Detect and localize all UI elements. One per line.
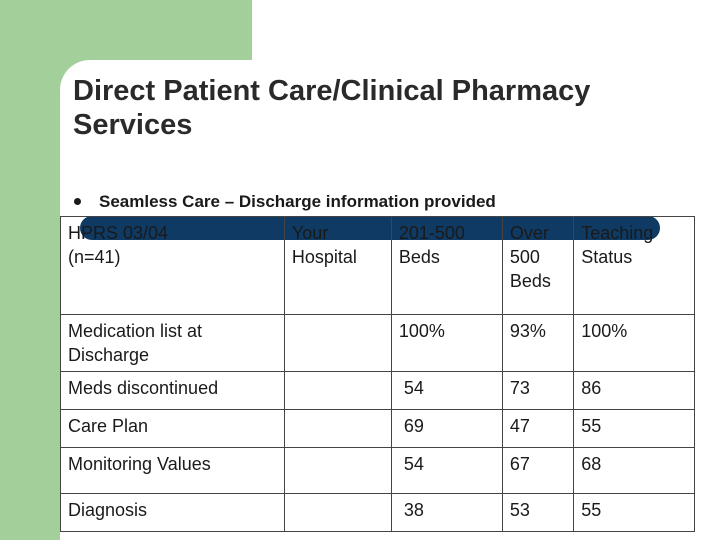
bullet-dot-icon <box>74 197 81 205</box>
decorative-green-strip <box>0 0 60 540</box>
header-teaching-line2: Status <box>581 247 633 267</box>
header-cell-your-hospital: Your Hospital <box>283 216 392 315</box>
cell-201-500-beds: 100% <box>390 314 503 372</box>
header-cell-survey: HPRS 03/04 (n=41) <box>60 216 285 315</box>
cell-teaching-status: 100% <box>573 314 695 372</box>
header-cell-over-500-beds: Over 500 Beds <box>501 216 575 315</box>
cell-your-hospital <box>283 447 392 494</box>
bullet-item: Seamless Care – Discharge information pr… <box>74 192 496 212</box>
table-row: Medication list at Discharge 100% 93% 10… <box>60 314 695 372</box>
row-label: Monitoring Values <box>60 447 285 494</box>
table-row: Monitoring Values 54 67 68 <box>60 447 695 494</box>
cell-your-hospital <box>283 409 392 448</box>
cell-your-hospital <box>283 314 392 372</box>
table-row: Care Plan 69 47 55 <box>60 409 695 448</box>
cell-teaching-status: 86 <box>573 371 695 410</box>
header-over-line1: Over <box>509 223 549 243</box>
row-label: Care Plan <box>60 409 285 448</box>
header-cell-201-500-beds: 201-500 Beds <box>390 216 503 315</box>
table-row: Meds discontinued 54 73 86 <box>60 371 695 410</box>
results-table: HPRS 03/04 (n=41) Your Hospital 201-500 … <box>60 216 695 532</box>
cell-teaching-status: 55 <box>573 409 695 448</box>
header-teaching-line1: Teaching <box>581 223 654 243</box>
cell-teaching-status: 55 <box>573 493 695 532</box>
row-label-line2: Discharge <box>68 345 150 365</box>
cell-your-hospital <box>283 371 392 410</box>
cell-over-500-beds: 67 <box>501 447 575 494</box>
cell-over-500-beds: 93% <box>501 314 575 372</box>
cell-teaching-status: 68 <box>573 447 695 494</box>
header-201-line1: 201-500 <box>398 223 465 243</box>
cell-201-500-beds: 54 <box>390 447 503 494</box>
cell-201-500-beds: 38 <box>390 493 503 532</box>
header-hospital-line1: Your <box>291 223 329 243</box>
header-hospital-line2: Hospital <box>291 247 357 267</box>
cell-over-500-beds: 47 <box>501 409 575 448</box>
table-row: Diagnosis 38 53 55 <box>60 493 695 532</box>
slide-title-line1: Direct Patient Care/Clinical Pharmacy <box>73 75 591 107</box>
slide-title: Direct Patient Care/Clinical Pharmacy Se… <box>73 74 693 142</box>
row-label: Medication list at Discharge <box>60 314 285 372</box>
header-survey-line2: (n=41) <box>68 247 121 267</box>
slide-title-line2: Services <box>73 109 193 141</box>
header-over-line3: Beds <box>509 271 551 291</box>
bullet-text: Seamless Care – Discharge information pr… <box>99 192 496 211</box>
table-header-row: HPRS 03/04 (n=41) Your Hospital 201-500 … <box>60 216 695 315</box>
cell-over-500-beds: 73 <box>501 371 575 410</box>
header-survey-line1: HPRS 03/04 <box>68 223 169 243</box>
cell-over-500-beds: 53 <box>501 493 575 532</box>
cell-201-500-beds: 69 <box>390 409 503 448</box>
row-label: Diagnosis <box>60 493 285 532</box>
cell-201-500-beds: 54 <box>390 371 503 410</box>
header-201-line2: Beds <box>398 247 440 267</box>
header-cell-teaching-status: Teaching Status <box>573 216 695 315</box>
row-label-line1: Medication list at <box>68 321 203 341</box>
header-over-line2: 500 <box>509 247 540 267</box>
row-label: Meds discontinued <box>60 371 285 410</box>
cell-your-hospital <box>283 493 392 532</box>
